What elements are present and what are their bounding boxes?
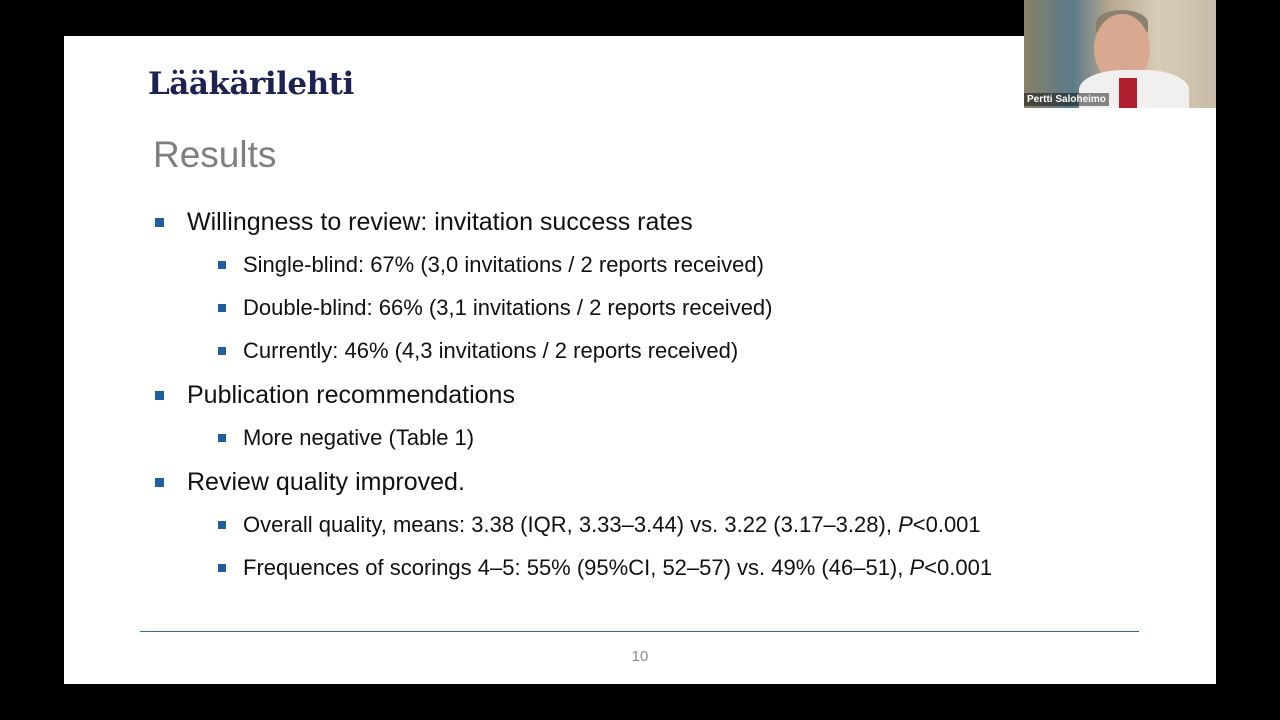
sub-bullet-text: Single-blind: 67% (3,0 invitations / 2 r… [243,249,764,281]
video-person [1119,78,1137,108]
sub-bullet: Overall quality, means: 3.38 (IQR, 3.33–… [64,508,1216,551]
sub-bullet-text: More negative (Table 1) [243,422,474,454]
bullet-marker [218,521,226,529]
slide: Lääkärilehti Results Willingness to revi… [64,36,1216,684]
bullet-text: Review quality improved. [187,468,465,496]
text-segment: More negative (Table 1) [243,425,475,450]
text-segment: P [909,555,925,580]
text-segment: P [898,512,913,537]
bullet: Publication recommendations [64,377,1216,421]
sub-bullet: Double-blind: 66% (3,1 invitations / 2 r… [64,291,1216,334]
bullet: Willingness to review: invitation succes… [64,204,1216,248]
text-segment: Single-blind: 67% (3,0 invitations / 2 r… [243,252,764,277]
bullet-marker [155,391,164,400]
page-number: 10 [631,648,649,665]
text-segment: <0.001 [924,555,993,580]
bullet: Review quality improved. [64,464,1216,508]
bullet-text: Willingness to review: invitation succes… [187,208,693,236]
text-segment: Currently: 46% (4,3 invitations / 2 repo… [243,338,739,363]
sub-bullet: Single-blind: 67% (3,0 invitations / 2 r… [64,248,1216,291]
bullet-marker [155,218,164,227]
sub-bullet-text: Double-blind: 66% (3,1 invitations / 2 r… [243,292,773,324]
bullet-marker [155,478,164,487]
slide-title: Results [153,134,277,175]
text-segment: Overall quality, means: 3.38 (IQR, 3.33–… [243,512,899,537]
sub-bullet: Frequences of scorings 4–5: 55% (95%CI, … [64,551,1216,594]
text-segment: Double-blind: 66% (3,1 invitations / 2 r… [243,295,773,320]
bullet-marker [218,304,226,312]
bullet-text: Publication recommendations [187,381,515,409]
logo: Lääkärilehti [148,66,354,102]
bullet-marker [218,261,226,269]
video-thumbnail[interactable]: Pertti Saloheimo [1024,0,1216,108]
bullet-marker [218,564,226,572]
text-segment: Frequences of scorings 4–5: 55% (95%CI, … [243,555,910,580]
sub-bullet: Currently: 46% (4,3 invitations / 2 repo… [64,334,1216,377]
bullet-marker [218,347,226,355]
sub-bullet: More negative (Table 1) [64,421,1216,464]
bullet-marker [218,434,226,442]
participant-name: Pertti Saloheimo [1024,93,1109,106]
sub-bullet-text: Overall quality, means: 3.38 (IQR, 3.33–… [243,509,981,541]
sub-bullet-text: Frequences of scorings 4–5: 55% (95%CI, … [243,552,992,584]
footer-rule [140,631,1139,632]
sub-bullet-text: Currently: 46% (4,3 invitations / 2 repo… [243,335,738,367]
text-segment: <0.001 [912,512,981,537]
bullet-list: Willingness to review: invitation succes… [64,204,1216,594]
